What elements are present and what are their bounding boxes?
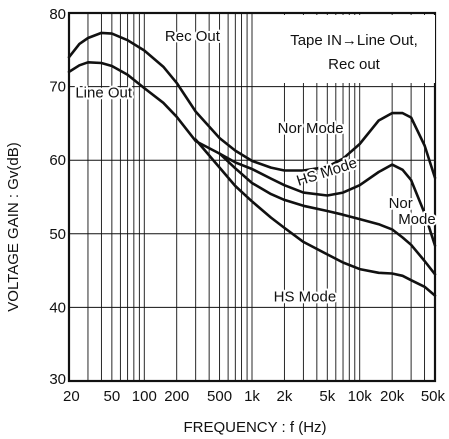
curve-label: Nor <box>389 195 413 212</box>
series-line <box>67 31 437 180</box>
x-tick-label: 2k <box>277 388 293 405</box>
x-tick-label: 500 <box>207 388 232 405</box>
x-tick-label: 100 <box>132 388 157 405</box>
curve-label: Rec Out <box>165 28 221 45</box>
series-group <box>67 31 437 297</box>
x-tick-label: 200 <box>164 388 189 405</box>
curve-label: Mode <box>398 211 436 228</box>
plot-frame <box>67 11 437 383</box>
curve-label: Line Out <box>75 85 133 102</box>
x-tick-label: 1k <box>244 388 260 405</box>
x-tick-label: 50k <box>421 388 446 405</box>
y-tick-label: 40 <box>49 299 66 316</box>
y-tick-label: 80 <box>49 6 66 23</box>
legend-line-1: Tape IN→Line Out, <box>290 32 418 49</box>
y-tick-label: 70 <box>49 79 66 96</box>
y-tick-label: 60 <box>49 152 66 169</box>
x-axis-label: FREQUENCY : f (Hz) <box>183 419 326 436</box>
curve-label: Nor Mode <box>278 120 344 137</box>
grid <box>69 13 435 381</box>
legend-line-2: Rec out <box>328 56 381 73</box>
y-tick-label: 50 <box>49 226 66 243</box>
curve-label: HS Mode <box>274 289 337 306</box>
y-tick-label: 30 <box>49 371 66 388</box>
x-tick-label: 50 <box>104 388 121 405</box>
x-tick-label: 20k <box>380 388 405 405</box>
series-line <box>67 61 437 247</box>
x-tick-labels: 20 50 100 200 500 1k 2k 5k 10k 20k 50k <box>63 388 445 405</box>
series-line <box>194 138 437 297</box>
legend-box: Tape IN→Line Out, Rec out <box>272 15 435 83</box>
y-tick-labels: 30 40 50 60 70 80 <box>49 6 66 388</box>
series-line <box>218 152 437 276</box>
y-axis-label: VOLTAGE GAIN : Gv(dB) <box>5 142 22 311</box>
x-tick-label: 5k <box>319 388 335 405</box>
x-tick-label: 20 <box>63 388 80 405</box>
x-tick-label: 10k <box>348 388 373 405</box>
